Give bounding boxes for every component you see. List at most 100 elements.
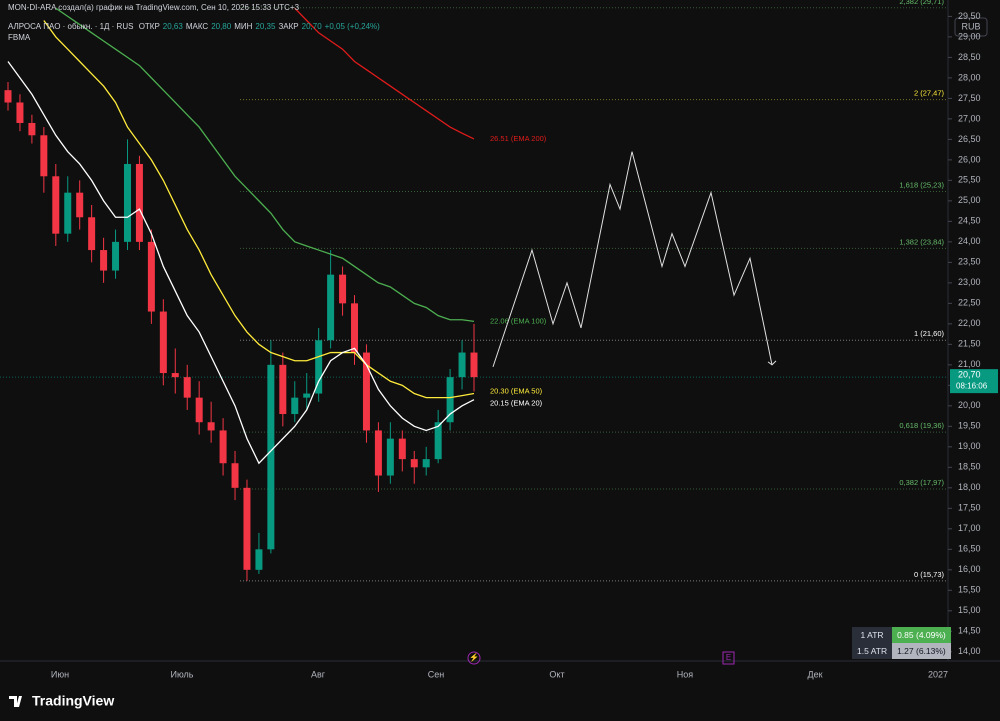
y-tick-label: 20,00: [958, 400, 981, 410]
plot-area: [0, 7, 948, 582]
y-tick-label: 21,00: [958, 359, 981, 369]
ema-label: 20.30 (EMA 50): [490, 387, 543, 396]
candle-body: [207, 422, 215, 431]
atr-key: 1 ATR: [852, 627, 893, 643]
earnings-icon[interactable]: [722, 651, 735, 665]
ohlc-value: 20,63: [162, 22, 183, 31]
earnings-icon-glyph: E: [726, 653, 731, 662]
candle-body: [398, 438, 406, 460]
candle-body: [422, 459, 430, 468]
ohlc-key: МИН: [234, 22, 253, 31]
x-tick-label: Окт: [549, 669, 564, 679]
candle-body: [458, 352, 466, 378]
candle-body: [339, 274, 347, 304]
y-tick-label: 28,00: [958, 72, 981, 82]
fib-label: 2 (27,47): [914, 89, 945, 98]
y-tick-label: 21,50: [958, 339, 981, 349]
fib-label: 1,618 (25,23): [899, 180, 944, 189]
indicator: FBMA: [8, 33, 31, 42]
ohlc-value: 20,70: [301, 22, 322, 31]
y-tick-label: 27,00: [958, 113, 981, 123]
y-tick-label: 17,00: [958, 523, 981, 533]
candle-body: [231, 463, 239, 488]
candle-body: [40, 135, 48, 177]
candle-body: [135, 163, 143, 242]
price-tag-label: 20,70: [958, 370, 981, 380]
y-tick-label: 18,50: [958, 462, 981, 472]
x-tick-label: 2027: [928, 669, 948, 679]
symbol: АЛРОСА ПАО · обыкн. · 1Д · RUS: [8, 22, 134, 31]
candle-body: [195, 397, 203, 423]
y-tick-label: 19,00: [958, 441, 981, 451]
y-tick-label: 24,00: [958, 236, 981, 246]
candle-body: [327, 274, 335, 341]
candle-body: [183, 377, 191, 398]
currency-box: [954, 17, 988, 37]
candle-body: [279, 364, 287, 415]
logo: TradingView: [32, 693, 114, 709]
atr-table: 1 ATR 0.85 (4.09%) 1.5 ATR 1.27 (6.13%): [852, 627, 951, 659]
y-tick-label: 19,50: [958, 421, 981, 431]
candle-body: [470, 352, 478, 378]
candle-body: [64, 192, 72, 234]
candle-body: [76, 192, 84, 218]
change: +0,05 (+0,24%): [324, 22, 380, 31]
event-icon-glyph: ⚡: [469, 652, 479, 662]
atr-key: 1.5 ATR: [852, 643, 893, 659]
ohlc-value: 20,35: [255, 22, 276, 31]
ema-line: [43, 20, 475, 399]
x-tick-label: Июль: [171, 669, 194, 679]
ema-line: [55, 7, 475, 323]
ema-label: 26.51 (EMA 200): [490, 134, 547, 143]
ema-line: [7, 61, 475, 465]
y-tick-label: 16,50: [958, 544, 981, 554]
ohlc-key: МАКС: [185, 22, 209, 31]
candle-body: [386, 438, 394, 476]
y-tick-label: 25,50: [958, 175, 981, 185]
x-tick-label: Сен: [428, 669, 445, 679]
candle-body: [16, 102, 24, 123]
ema-label: 20.15 (EMA 20): [490, 399, 543, 408]
candle-body: [100, 250, 108, 271]
ohlc-key: ОТКР: [138, 22, 160, 31]
candle-body: [362, 352, 370, 431]
credit: MON-DI-ARA создал(а) график на TradingVi…: [8, 3, 300, 12]
ohlc-key: ЗАКР: [278, 22, 299, 31]
event-icon[interactable]: [467, 651, 481, 665]
y-tick-label: 14,00: [958, 646, 981, 656]
candle-body: [303, 393, 311, 398]
candle-body: [267, 364, 275, 550]
y-tick-label: 27,50: [958, 93, 981, 103]
candle-body: [315, 340, 323, 394]
candle-body: [243, 487, 251, 570]
candle-body: [112, 241, 120, 271]
atr-value: 0.85 (4.09%): [892, 627, 951, 643]
y-tick-label: 16,00: [958, 564, 981, 574]
candle-body: [255, 549, 263, 570]
fib-label: 1,382 (23,84): [899, 237, 944, 246]
y-tick-label: 29,50: [958, 11, 981, 21]
atr-row: 1.5 ATR 1.27 (6.13%): [852, 643, 951, 659]
y-tick-label: 28,50: [958, 52, 981, 62]
atr-row: 1 ATR 0.85 (4.09%): [852, 627, 951, 643]
price-tag: [950, 369, 998, 394]
candle-body: [291, 397, 299, 415]
currency: RUB: [961, 21, 980, 31]
y-tick-label: 17,50: [958, 503, 981, 513]
candle-body: [171, 373, 179, 378]
y-tick-label: 24,50: [958, 216, 981, 226]
forecast-arrowhead: [767, 360, 777, 366]
fib-label: 0,618 (19,36): [899, 421, 944, 430]
y-tick-label: 26,50: [958, 134, 981, 144]
y-tick-label: 25,00: [958, 195, 981, 205]
x-tick-label: Июн: [51, 669, 69, 679]
y-tick-label: 23,50: [958, 257, 981, 267]
candle-body: [52, 176, 60, 234]
candle-body: [374, 430, 382, 476]
price-countdown: 08:16:06: [956, 381, 988, 390]
atr-value: 1.27 (6.13%): [892, 643, 951, 659]
candle-body: [219, 430, 227, 464]
candle-body: [28, 122, 36, 136]
